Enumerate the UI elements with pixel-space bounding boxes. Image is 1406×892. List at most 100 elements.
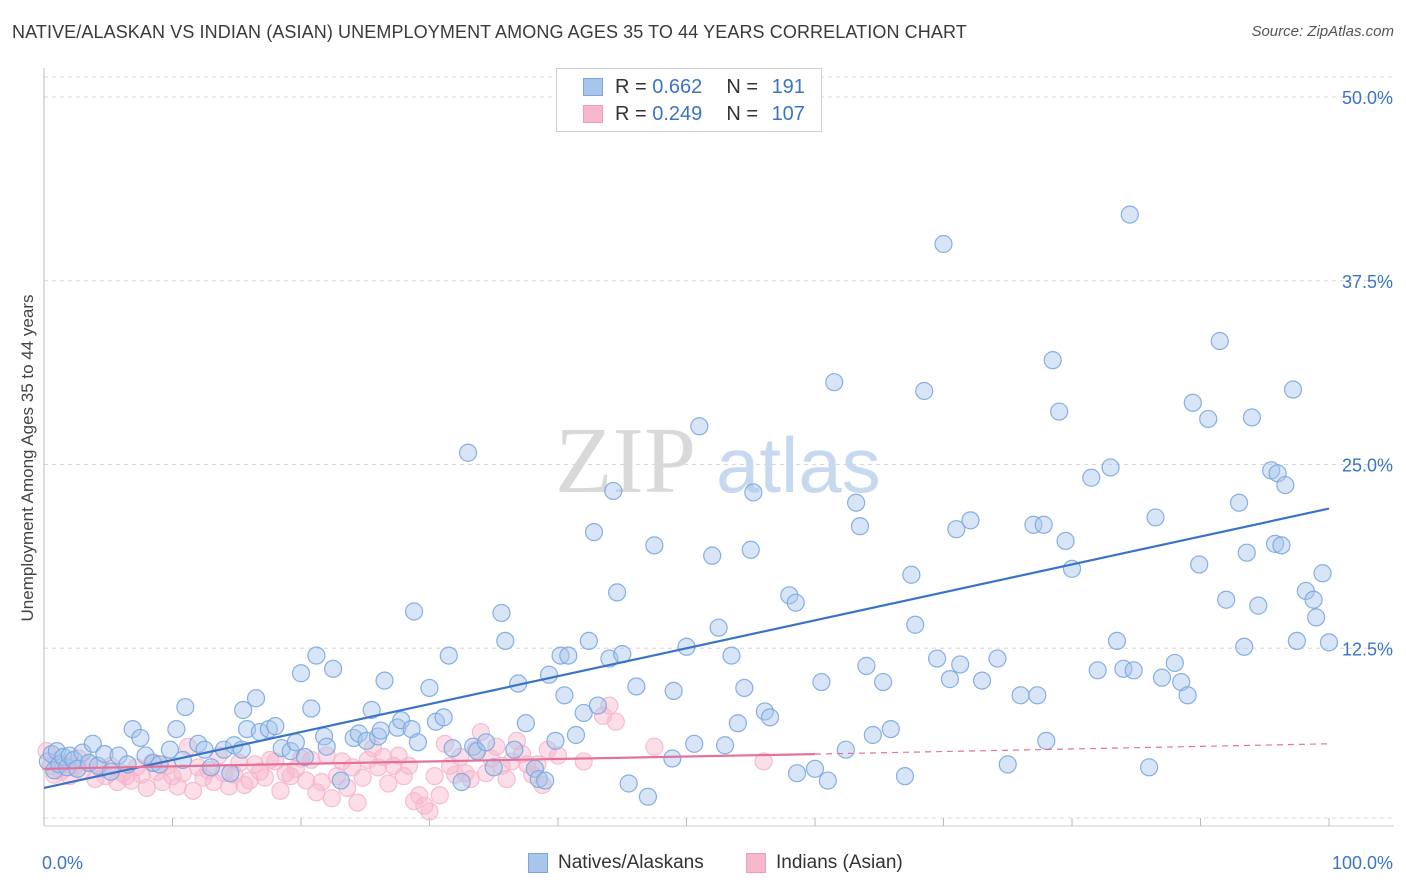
legend-swatch-blue (583, 78, 603, 96)
native-point (434, 708, 453, 727)
native-point (1146, 508, 1165, 527)
indian-point (271, 781, 290, 800)
native-point (1183, 393, 1202, 412)
native-point (906, 615, 925, 634)
native-point (246, 689, 266, 708)
native-point (1178, 686, 1197, 705)
indian-point (183, 781, 203, 800)
native-point (825, 373, 844, 392)
legend-r-label: R = (615, 102, 647, 125)
watermark-zip: ZIP (555, 409, 696, 513)
native-point (1056, 531, 1075, 551)
native-point (1165, 653, 1184, 673)
indian-point (348, 793, 367, 812)
native-point (690, 417, 709, 436)
native-point (1307, 608, 1326, 627)
native-point (484, 758, 503, 777)
native-point (760, 708, 780, 727)
native-point (536, 771, 555, 790)
native-point (927, 649, 947, 668)
bottom-legend-swatch-blue (528, 853, 548, 873)
native-point (685, 734, 704, 753)
native-point (988, 649, 1007, 668)
native-point (195, 740, 214, 759)
native-point (722, 646, 741, 665)
native-point (458, 443, 478, 462)
natives-trend-line (43, 507, 1330, 789)
native-point (167, 719, 186, 739)
native-point (452, 772, 471, 792)
legend-n-label: N = (726, 102, 758, 125)
indian-point (497, 769, 516, 789)
native-point (234, 700, 253, 720)
native-point (1272, 536, 1291, 555)
indian-point (415, 796, 434, 815)
native-point (619, 774, 638, 793)
native-point (221, 764, 240, 783)
native-point (709, 618, 728, 637)
native-point (915, 381, 934, 401)
native-point (1319, 633, 1339, 652)
native-point (998, 755, 1017, 774)
native-point (1120, 205, 1139, 224)
native-point (850, 517, 870, 536)
native-point (302, 699, 321, 718)
native-point (728, 714, 748, 733)
native-point (780, 586, 799, 605)
native-point (579, 631, 598, 651)
y-tick-label: 50.0% (1342, 88, 1393, 108)
native-point (638, 787, 658, 806)
native-point (1229, 493, 1249, 512)
legend-r-label: R = (615, 75, 647, 98)
native-point (881, 719, 900, 739)
indians-trend-extension (814, 743, 1330, 755)
native-point (331, 771, 350, 790)
indian-point (548, 746, 568, 765)
legend-row-indians: R = 0.249 N = 107 (583, 102, 805, 126)
native-point (863, 725, 882, 745)
indian-point (189, 758, 208, 777)
native-point (1283, 380, 1303, 399)
native-point (371, 721, 390, 740)
axes (43, 68, 1394, 827)
legend-n-label: N = (726, 75, 758, 98)
y-tick-label: 37.5% (1342, 272, 1393, 292)
native-point (136, 746, 155, 765)
native-point (1313, 564, 1332, 583)
native-point (715, 736, 735, 755)
native-point (786, 593, 805, 612)
indian-point (163, 767, 182, 786)
native-point (551, 646, 570, 665)
indian-point (645, 737, 664, 756)
legend-n-value: 191 (771, 75, 805, 98)
indian-point (394, 767, 413, 786)
native-point (1088, 661, 1107, 680)
native-point (176, 697, 195, 717)
native-point (627, 677, 646, 696)
indian-point (425, 767, 444, 786)
native-point (505, 740, 524, 759)
native-point (529, 769, 548, 789)
indian-point (471, 722, 490, 742)
indian-point (322, 789, 341, 808)
indian-point (219, 777, 239, 796)
native-point (54, 747, 73, 767)
native-point (539, 665, 559, 684)
native-point (961, 511, 980, 530)
indian-point (574, 752, 593, 771)
native-point (818, 771, 837, 790)
native-point (741, 540, 760, 559)
native-point (404, 602, 424, 621)
y-axis-label: Unemployment Among Ages 35 to 44 years (18, 295, 37, 622)
native-point (1107, 631, 1127, 651)
y-tick-label: 12.5% (1342, 639, 1393, 659)
legend-n-value: 107 (771, 102, 805, 125)
native-point (492, 603, 511, 623)
native-point (755, 702, 774, 721)
native-point (324, 659, 343, 678)
bottom-legend-indians: Indians (Asian) (746, 852, 903, 874)
indian-point (333, 752, 352, 771)
legend-row-natives: R = 0.662 N = 191 (583, 75, 805, 99)
native-point (1304, 590, 1323, 609)
